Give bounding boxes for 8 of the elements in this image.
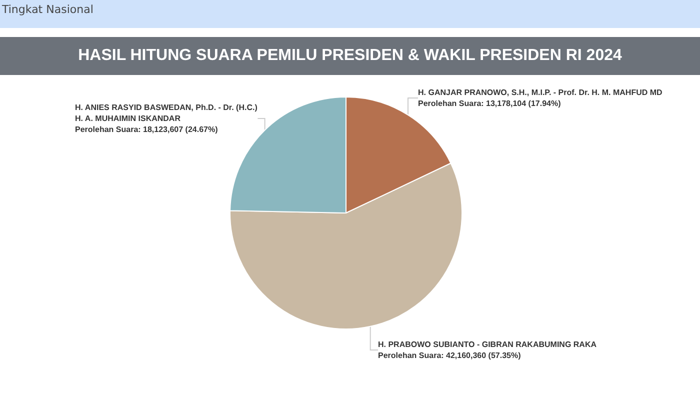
data-label: Perolehan Suara: 13,178,104 (17.94%) [418, 99, 562, 108]
chart-title: HASIL HITUNG SUARA PEMILU PRESIDEN & WAKIL PRESIDEN RI 2024 [0, 37, 700, 75]
data-label: Perolehan Suara: 42,160,360 (57.35%) [378, 351, 522, 360]
data-label: Perolehan Suara: 18,123,607 (24.67%) [75, 125, 218, 134]
slice-label: H. ANIES RASYID BASWEDAN, Ph.D. - Dr. (H.C.) H. A. MUHAIMIN ISKANDAR [75, 103, 258, 123]
slice-label: H. PRABOWO SUBIANTO - GIBRAN RAKABUMING RAKA [378, 340, 597, 349]
chart-subtitle: Tingkat Nasional [0, 0, 700, 28]
slice-label: H. GANJAR PRANOWO, S.H., M.I.P. - Prof. Dr. H. M. MAHFUD MD [418, 88, 663, 97]
